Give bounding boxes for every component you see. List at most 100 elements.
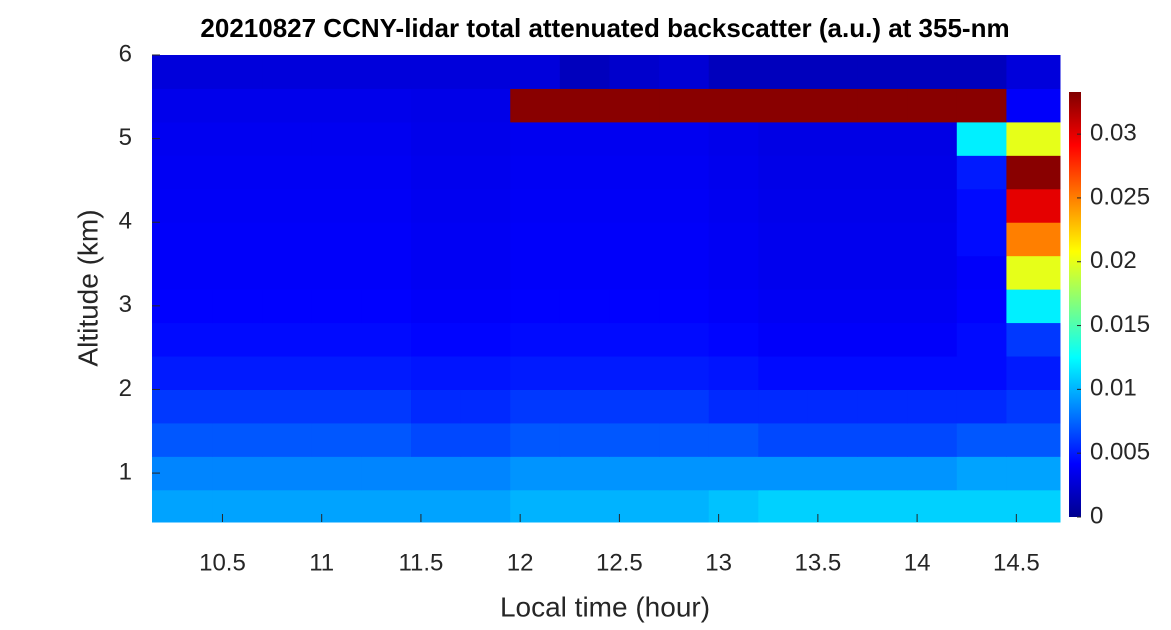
- heatmap-cell: [659, 356, 710, 390]
- heatmap-cell: [758, 456, 809, 491]
- heatmap-cell: [1006, 356, 1061, 390]
- heatmap-cell: [460, 289, 511, 324]
- heatmap-cell: [609, 289, 660, 324]
- heatmap-cell: [708, 289, 759, 324]
- heatmap-cell: [758, 389, 809, 424]
- heatmap-cell: [659, 322, 710, 357]
- heatmap-cell: [807, 188, 859, 223]
- heatmap-cell: [152, 88, 214, 123]
- heatmap-cell: [152, 222, 214, 257]
- heatmap-cell: [262, 489, 313, 523]
- heatmap-cell: [460, 255, 511, 290]
- heatmap-cell: [152, 422, 214, 457]
- heatmap-cell: [559, 155, 610, 190]
- heatmap-cell: [262, 289, 313, 324]
- heatmap-cell: [857, 55, 908, 89]
- heatmap-cell: [609, 55, 660, 89]
- heatmap-cell: [152, 322, 214, 357]
- heatmap-cell: [311, 255, 362, 290]
- heatmap-cell: [510, 289, 561, 324]
- colorbar-tick-label: 0.025: [1090, 183, 1150, 210]
- heatmap-cell: [857, 456, 908, 491]
- heatmap-cell: [956, 456, 1007, 491]
- heatmap-cell: [152, 188, 214, 223]
- heatmap-cell: [361, 389, 412, 424]
- heatmap-cell: [758, 289, 809, 324]
- heatmap-cell: [361, 121, 412, 156]
- heatmap-cell: [559, 222, 610, 257]
- x-axis-label: Local time (hour): [500, 591, 710, 622]
- heatmap-cell: [411, 121, 462, 156]
- heatmap-cell: [1006, 188, 1061, 223]
- heatmap-cell: [758, 422, 809, 457]
- heatmap-cell: [212, 121, 263, 156]
- y-tick-label: 5: [119, 124, 132, 151]
- chart-title: 20210827 CCNY-lidar total attenuated bac…: [200, 13, 1009, 43]
- heatmap-cell: [758, 255, 809, 290]
- x-tick-label: 11: [309, 549, 334, 576]
- heatmap-cell: [1006, 121, 1061, 156]
- heatmap-cell: [857, 88, 908, 123]
- colorbar-tick-label: 0.03: [1090, 119, 1137, 146]
- heatmap-cell: [956, 255, 1007, 290]
- heatmap-cell: [857, 222, 908, 257]
- heatmap-cell: [807, 121, 859, 156]
- heatmap-cell: [659, 155, 710, 190]
- heatmap-cell: [510, 456, 561, 491]
- heatmap-cell: [857, 489, 908, 523]
- heatmap-cell: [1006, 489, 1061, 523]
- heatmap-cell: [311, 155, 362, 190]
- heatmap-cell: [411, 322, 462, 357]
- heatmap-cell: [361, 289, 412, 324]
- heatmap-cell: [758, 155, 809, 190]
- heatmap-cell: [907, 489, 958, 523]
- colorbar-tick-label: 0: [1090, 502, 1103, 529]
- heatmap-cell: [708, 422, 759, 457]
- heatmap-cell: [659, 188, 710, 223]
- heatmap-cell: [212, 188, 263, 223]
- heatmap-cell: [262, 121, 313, 156]
- heatmap-cell: [609, 322, 660, 357]
- heatmap-cell: [956, 188, 1007, 223]
- heatmap-cell: [152, 121, 214, 156]
- heatmap-cell: [659, 289, 710, 324]
- heatmap-cell: [460, 188, 511, 223]
- heatmap-cell: [152, 489, 214, 523]
- heatmap-cell: [262, 422, 313, 457]
- heatmap-cell: [460, 222, 511, 257]
- heatmap-cell: [758, 222, 809, 257]
- heatmap-cell: [510, 88, 561, 123]
- heatmap-cell: [212, 456, 263, 491]
- heatmap-cell: [311, 322, 362, 357]
- heatmap-cell: [807, 55, 859, 89]
- y-tick-label: 1: [119, 458, 132, 485]
- heatmap-cell: [510, 389, 561, 424]
- heatmap-cell: [460, 489, 511, 523]
- heatmap-cell: [708, 489, 759, 523]
- heatmap-cell: [361, 222, 412, 257]
- heatmap-cell: [758, 356, 809, 390]
- heatmap-cell: [411, 389, 462, 424]
- heatmap-cell: [559, 255, 610, 290]
- heatmap-cell: [559, 121, 610, 156]
- heatmap-cell: [262, 188, 313, 223]
- heatmap-cell: [311, 88, 362, 123]
- heatmap-cell: [152, 389, 214, 424]
- heatmap-cell: [559, 456, 610, 491]
- heatmap-cell: [411, 456, 462, 491]
- heatmap-cell: [559, 422, 610, 457]
- heatmap-cell: [1006, 389, 1061, 424]
- heatmap-cell: [1006, 55, 1061, 89]
- heatmap-cell: [758, 188, 809, 223]
- x-tick-label: 12: [507, 549, 534, 576]
- heatmap-cell: [510, 489, 561, 523]
- heatmap-cell: [907, 422, 958, 457]
- heatmap-cell: [659, 422, 710, 457]
- heatmap-cell: [262, 389, 313, 424]
- heatmap-cell: [510, 121, 561, 156]
- heatmap-cell: [956, 489, 1007, 523]
- heatmap-cell: [609, 155, 660, 190]
- heatmap-cell: [262, 155, 313, 190]
- heatmap-cell: [609, 188, 660, 223]
- heatmap-cell: [659, 55, 710, 89]
